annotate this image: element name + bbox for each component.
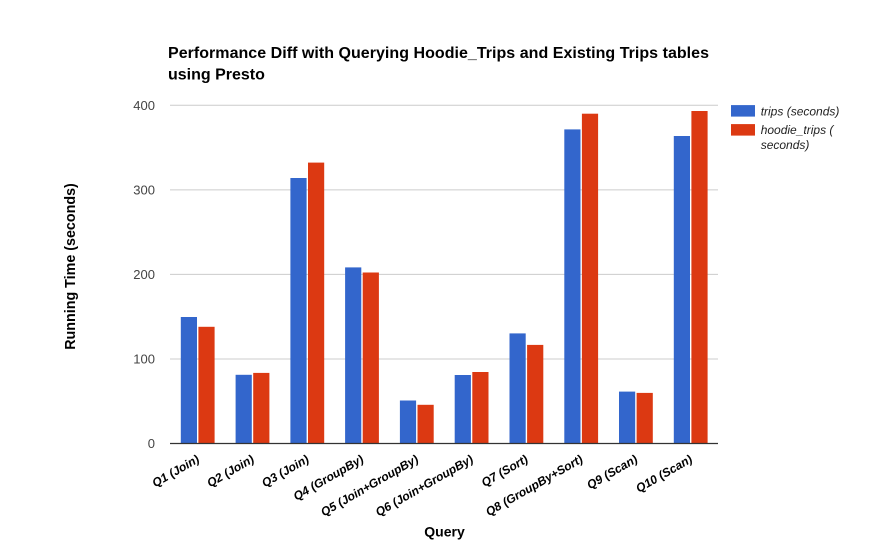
svg-text:300: 300 (133, 183, 155, 198)
svg-text:hoodie_trips (: hoodie_trips ( (761, 123, 836, 137)
svg-text:0: 0 (148, 436, 155, 451)
svg-text:using Presto: using Presto (168, 67, 265, 84)
svg-text:Query: Query (424, 524, 465, 540)
svg-text:400: 400 (133, 98, 155, 113)
svg-text:trips (seconds): trips (seconds) (761, 104, 840, 118)
svg-text:Running Time (seconds): Running Time (seconds) (63, 183, 79, 350)
svg-text:100: 100 (133, 352, 155, 367)
svg-text:seconds): seconds) (761, 138, 810, 152)
svg-text:Performance Diff with Querying: Performance Diff with Querying Hoodie_Tr… (168, 45, 709, 62)
svg-text:200: 200 (133, 267, 155, 282)
